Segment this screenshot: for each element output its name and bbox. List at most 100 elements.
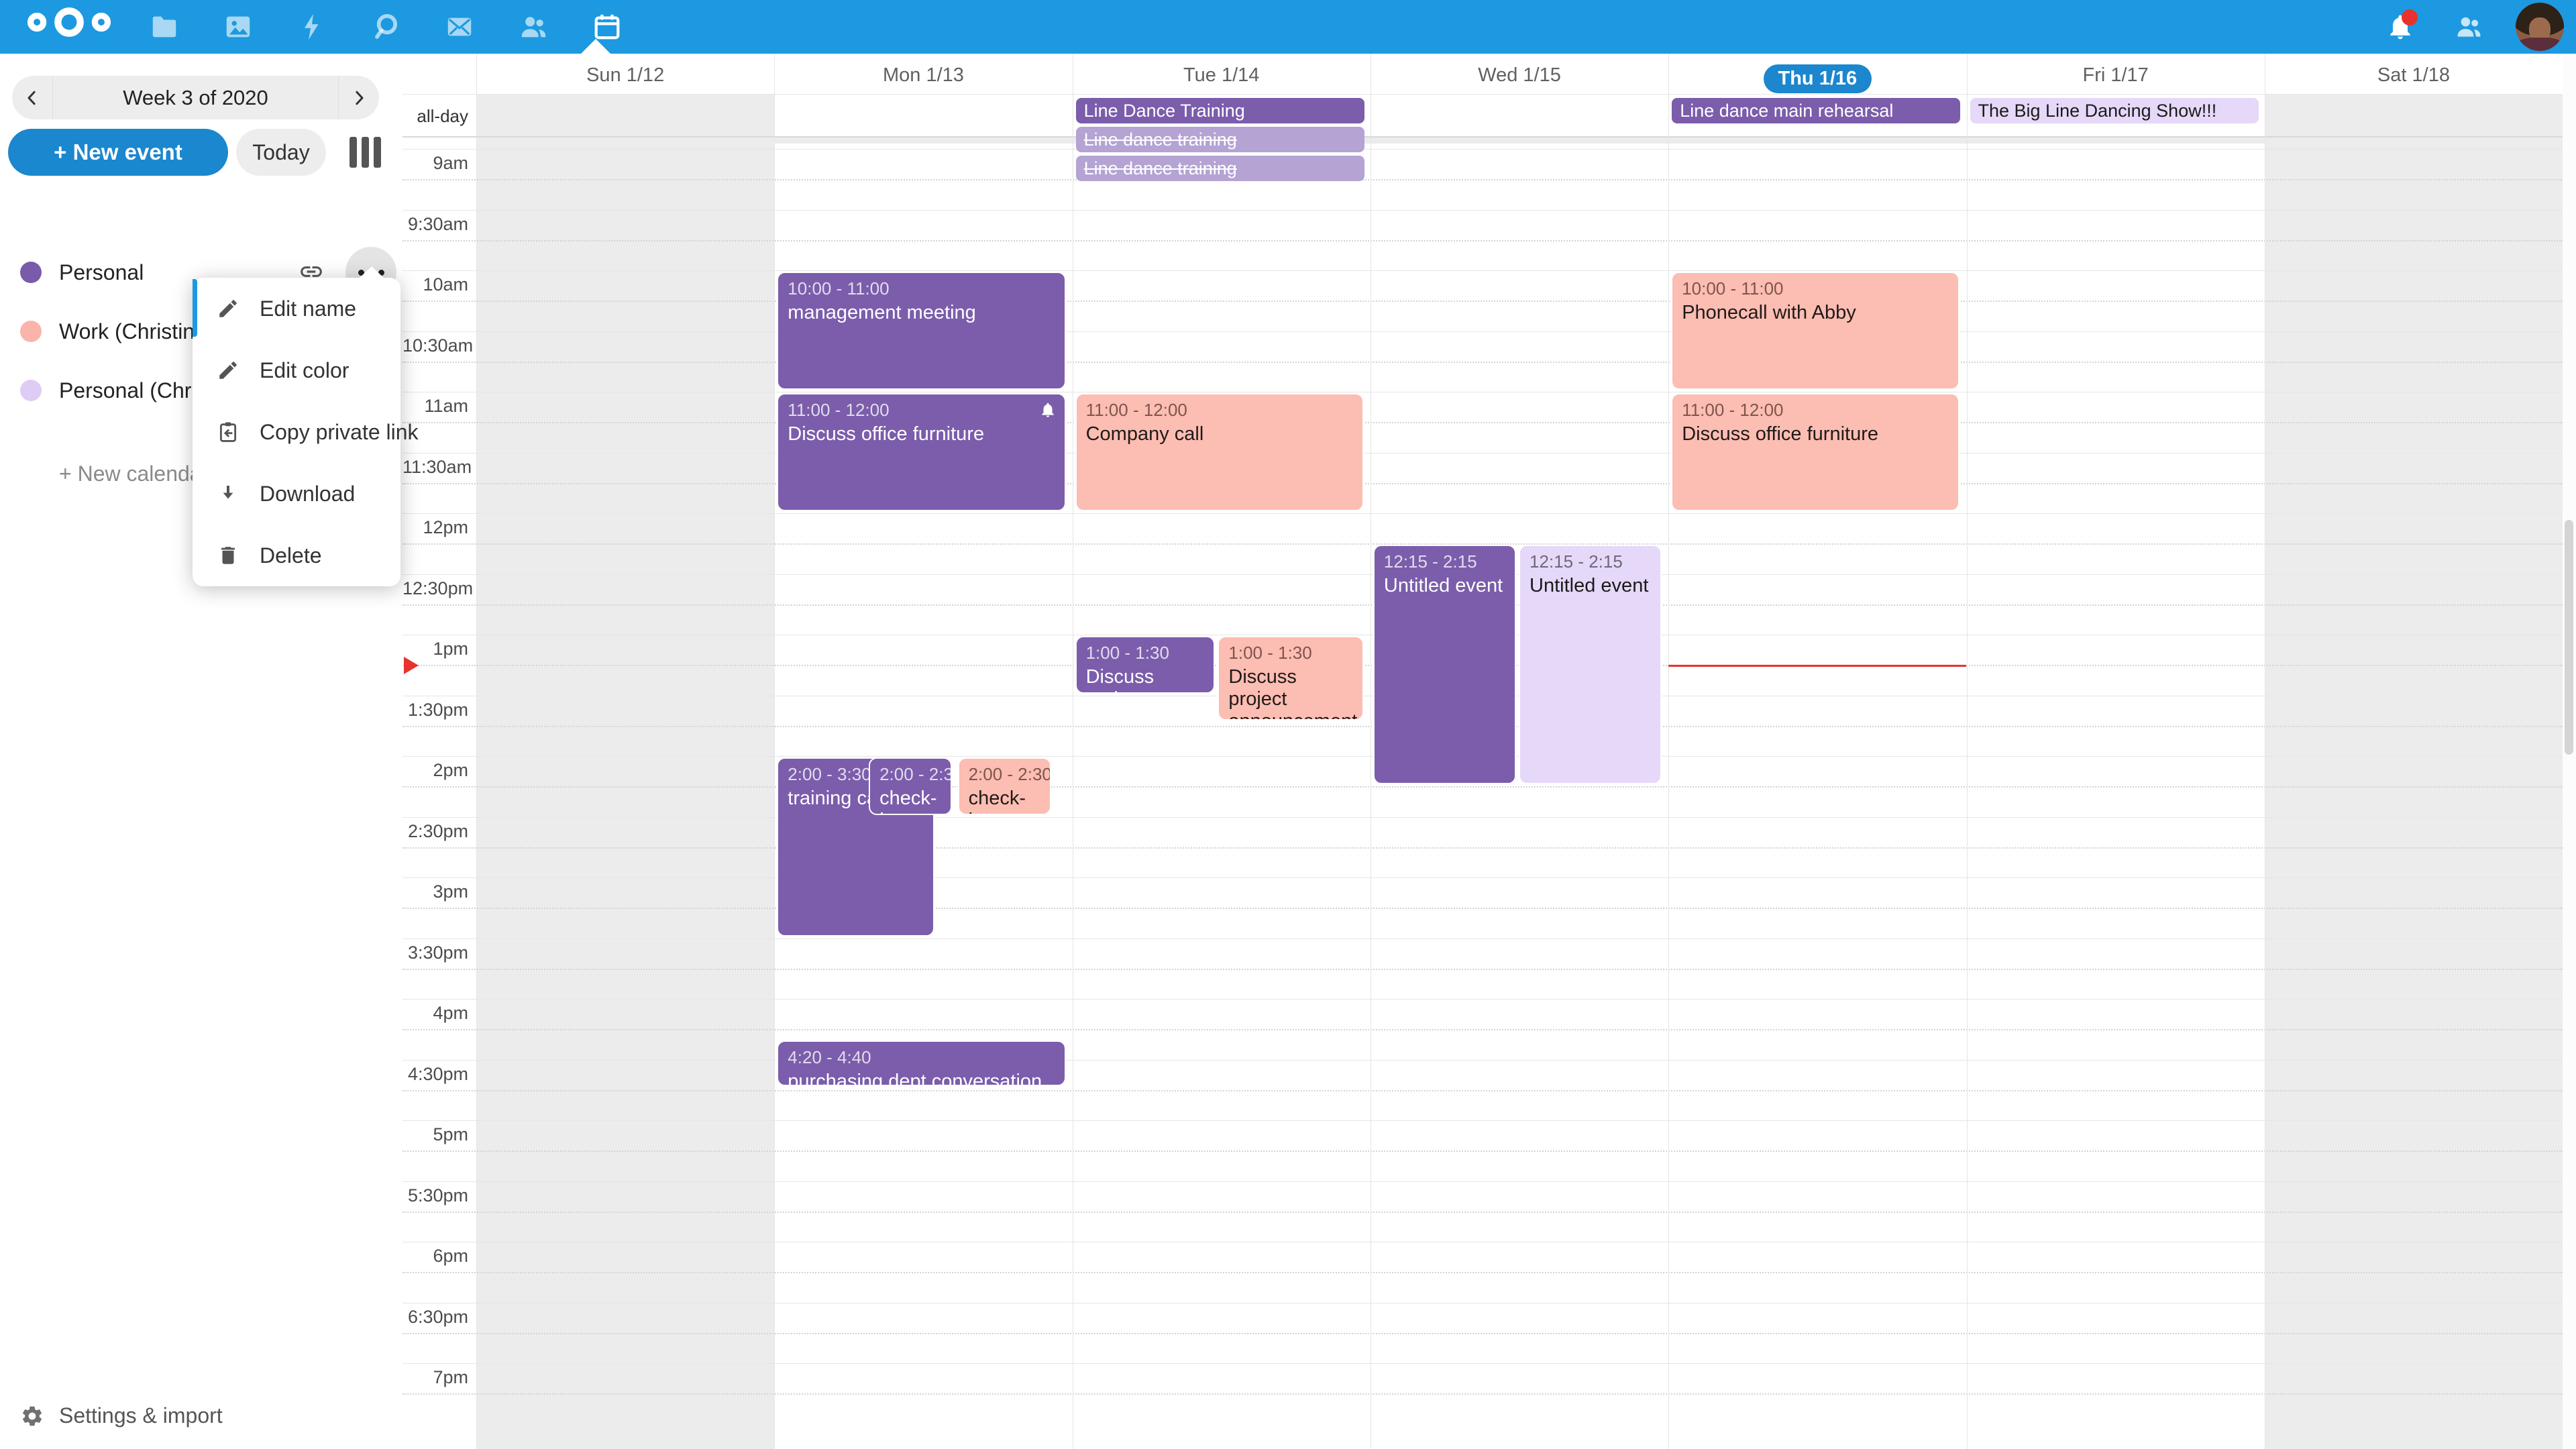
event-time: 10:00 - 11:00: [788, 278, 890, 299]
menu-item-edit-color[interactable]: Edit color: [193, 339, 400, 401]
scrollbar-thumb[interactable]: [2565, 520, 2573, 755]
focus-indicator: [193, 279, 197, 337]
contacts-app-icon[interactable]: [496, 0, 570, 54]
day-header[interactable]: Sat 1/18: [2377, 64, 2450, 86]
day-header[interactable]: Tue 1/14: [1183, 64, 1260, 86]
week-navigation: Week 3 of 2020: [12, 76, 379, 119]
allday-event[interactable]: Line dance main rehearsal: [1672, 98, 1961, 123]
contacts-menu-icon[interactable]: [2447, 0, 2490, 54]
time-label: 3pm: [433, 881, 468, 902]
quarter-slot-line: [402, 1272, 2563, 1274]
calendar-event[interactable]: 11:00 - 12:00 Company call: [1075, 393, 1364, 511]
calendar-event[interactable]: 2:00 - 2:30 check-in: [957, 757, 1051, 815]
calendar-color-dot: [20, 380, 42, 401]
event-title: Discuss project announcement: [1085, 666, 1155, 692]
column-border: [774, 54, 775, 1449]
day-header[interactable]: Sun 1/12: [586, 64, 665, 86]
allday-event[interactable]: Line dance training: [1075, 156, 1364, 181]
calendar-event[interactable]: 10:00 - 11:00 Phonecall with Abby: [1671, 272, 1960, 390]
allday-border: [402, 136, 2563, 138]
day-header[interactable]: Fri 1/17: [2082, 64, 2149, 86]
top-bar: [0, 0, 2576, 54]
menu-item-label: Delete: [260, 543, 322, 568]
calendar-event[interactable]: 11:00 - 12:00 Discuss office furniture: [777, 393, 1066, 511]
slot-line: [402, 816, 2563, 818]
calendar-event[interactable]: 4:20 - 4:40 purchasing dept conversation: [777, 1040, 1066, 1087]
menu-item-edit-name[interactable]: Edit name: [193, 278, 400, 339]
next-week-button[interactable]: [339, 76, 379, 119]
day-header-today[interactable]: Thu 1/16: [1668, 64, 1966, 94]
day-header[interactable]: Wed 1/15: [1478, 64, 1561, 86]
calendar-event[interactable]: 10:00 - 11:00 management meeting: [777, 272, 1066, 390]
calendar-event[interactable]: 1:00 - 1:30 Discuss project announcement: [1218, 636, 1364, 720]
now-indicator-arrow: [404, 657, 419, 675]
calendar-event[interactable]: 1:00 - 1:30 Discuss project announcement: [1075, 636, 1216, 694]
event-time: 11:00 - 12:00: [1085, 400, 1187, 420]
quarter-slot-line: [402, 968, 2563, 970]
allday-event[interactable]: Line dance training: [1075, 127, 1364, 152]
nextcloud-logo-icon[interactable]: [19, 5, 119, 48]
allday-event[interactable]: Line Dance Training: [1075, 98, 1364, 123]
time-label: 9:30am: [407, 213, 468, 234]
slot-line: [402, 1059, 2563, 1061]
active-app-indicator: [581, 39, 610, 54]
prev-week-button[interactable]: [12, 76, 52, 119]
view-switcher-button[interactable]: [346, 136, 384, 169]
event-time: 2:00 - 2:30: [879, 764, 951, 784]
event-time: 12:15 - 2:15: [1529, 551, 1623, 572]
menu-item-download[interactable]: Download: [193, 463, 400, 525]
calendar-item-label: Personal (Christi: [59, 378, 218, 402]
slot-line: [402, 331, 2563, 332]
time-label: 5pm: [433, 1124, 468, 1144]
settings-import-button[interactable]: Settings & import: [20, 1403, 223, 1428]
files-app-icon[interactable]: [127, 0, 201, 54]
event-time: 1:00 - 1:30: [1085, 643, 1169, 663]
calendar-item-personal-christine[interactable]: Personal (Christi: [0, 361, 402, 420]
event-time: 4:20 - 4:40: [788, 1047, 871, 1068]
column-border: [476, 54, 477, 1449]
quarter-slot-line: [402, 1332, 2563, 1334]
topbar-right: [2379, 0, 2564, 54]
calendar-event[interactable]: 12:15 - 2:15 Untitled event: [1373, 545, 1517, 785]
menu-item-copy-private-link[interactable]: Copy private link: [193, 401, 419, 463]
calendar-event[interactable]: 2:00 - 2:30 check-in: [869, 757, 953, 815]
calendar-event[interactable]: 11:00 - 12:00 Discuss office furniture: [1671, 393, 1960, 511]
quarter-slot-line: [402, 908, 2563, 910]
allday-event[interactable]: The Big Line Dancing Show!!!: [1970, 98, 2259, 123]
event-time: 10:00 - 11:00: [1682, 278, 1784, 299]
event-time: 2:00 - 2:30: [968, 764, 1051, 784]
activity-app-icon[interactable]: [275, 0, 349, 54]
new-event-button[interactable]: + New event: [8, 129, 228, 176]
event-title: Untitled event: [1529, 575, 1649, 597]
mail-app-icon[interactable]: [423, 0, 496, 54]
user-avatar[interactable]: [2516, 3, 2564, 51]
quarter-slot-line: [402, 422, 2563, 424]
event-time: 12:15 - 2:15: [1383, 551, 1477, 572]
new-calendar-button[interactable]: + New calendar: [59, 462, 209, 486]
sidebar: Week 3 of 2020 + New event Today Persona…: [0, 54, 419, 1449]
calendar-event[interactable]: 12:15 - 2:15 Untitled event: [1519, 545, 1662, 785]
slot-line: [402, 209, 2563, 211]
event-title: Company call: [1085, 423, 1204, 445]
photos-app-icon[interactable]: [201, 0, 275, 54]
quarter-slot-line: [402, 179, 2563, 181]
day-header[interactable]: Mon 1/13: [882, 64, 964, 86]
gear-icon: [22, 1406, 42, 1426]
menu-item-delete[interactable]: Delete: [193, 525, 400, 586]
event-title: management meeting: [788, 302, 976, 323]
time-label: 7pm: [433, 1367, 468, 1387]
slot-line: [402, 270, 2563, 271]
calendar-actions-menu: Edit name Edit color Copy private link D…: [193, 266, 419, 586]
event-time: 1:00 - 1:30: [1228, 643, 1312, 663]
week-label[interactable]: Week 3 of 2020: [52, 76, 339, 119]
search-app-icon[interactable]: [349, 0, 423, 54]
notifications-bell-icon[interactable]: [2379, 0, 2422, 54]
event-title: Phonecall with Abby: [1682, 302, 1856, 323]
now-indicator-line: [1668, 665, 1967, 667]
time-label: 9am: [433, 153, 468, 173]
time-label: 5:30pm: [407, 1185, 468, 1205]
today-button[interactable]: Today: [236, 129, 326, 176]
event-title: Untitled event: [1383, 575, 1503, 597]
time-label: 4:30pm: [407, 1063, 468, 1084]
